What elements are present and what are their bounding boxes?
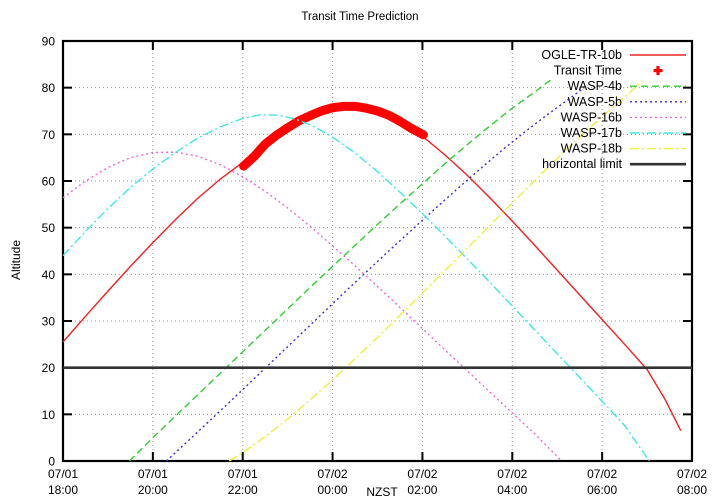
y-tick-label: 0 bbox=[48, 455, 55, 469]
legend-label: Transit Time bbox=[554, 64, 622, 78]
x-axis-label: NZST bbox=[366, 485, 398, 499]
chart-title: Transit Time Prediction bbox=[301, 11, 418, 23]
series-line-wasp-5b bbox=[165, 87, 585, 462]
legend-label: WASP-5b bbox=[568, 95, 622, 109]
data-series bbox=[62, 77, 692, 462]
x-tick-label-time: 08:00 bbox=[677, 483, 707, 497]
y-tick-label: 70 bbox=[42, 128, 56, 142]
y-tick-label: 90 bbox=[42, 35, 56, 49]
x-axis-ticks: 07/01 18:00 07/01 20:00 07/01 22:00 07/02 00:00… bbox=[48, 41, 707, 497]
x-tick-label-date: 07/02 bbox=[407, 467, 437, 481]
x-tick-label-date: 07/02 bbox=[497, 467, 527, 481]
x-tick-label-date: 07/01 bbox=[228, 467, 258, 481]
x-tick-label-time: 18:00 bbox=[48, 483, 78, 497]
series-line-wasp-4b bbox=[128, 77, 554, 462]
x-tick-label-time: 04:00 bbox=[497, 483, 527, 497]
x-tick-label-date: 07/01 bbox=[48, 467, 78, 481]
x-tick-label-time: 06:00 bbox=[587, 483, 617, 497]
y-tick-label: 80 bbox=[42, 81, 56, 95]
y-tick-label: 60 bbox=[42, 175, 56, 189]
legend-label: horizontal limit bbox=[542, 157, 622, 171]
legend-label: OGLE-TR-10b bbox=[541, 48, 622, 62]
y-tick-label: 30 bbox=[42, 315, 56, 329]
legend-label: WASP-4b bbox=[568, 79, 622, 93]
y-tick-label: 10 bbox=[42, 408, 56, 422]
series-line-transit-time bbox=[239, 101, 428, 171]
x-tick-label-time: 00:00 bbox=[318, 483, 348, 497]
x-tick-label-time: 02:00 bbox=[407, 483, 437, 497]
x-tick-label-date: 07/01 bbox=[138, 467, 168, 481]
y-tick-label: 40 bbox=[42, 268, 56, 282]
series-line-wasp-18b bbox=[228, 80, 644, 462]
plot-frame bbox=[61, 39, 694, 463]
series-line-wasp-16b bbox=[62, 151, 563, 462]
legend-label: WASP-16b bbox=[561, 110, 622, 124]
y-tick-label: 20 bbox=[42, 361, 56, 375]
legend-label: WASP-17b bbox=[561, 126, 622, 140]
legend-label: WASP-18b bbox=[561, 142, 622, 156]
x-tick-label-date: 07/02 bbox=[677, 467, 707, 481]
y-axis-label: Altitude bbox=[9, 240, 23, 280]
x-tick-label-date: 07/02 bbox=[318, 467, 348, 481]
x-tick-label-time: 22:00 bbox=[228, 483, 258, 497]
y-tick-label: 50 bbox=[42, 221, 56, 235]
series-line-wasp-17b bbox=[62, 114, 650, 462]
legend-marker-icon bbox=[653, 66, 663, 76]
x-tick-label-date: 07/02 bbox=[587, 467, 617, 481]
x-tick-label-time: 20:00 bbox=[138, 483, 168, 497]
